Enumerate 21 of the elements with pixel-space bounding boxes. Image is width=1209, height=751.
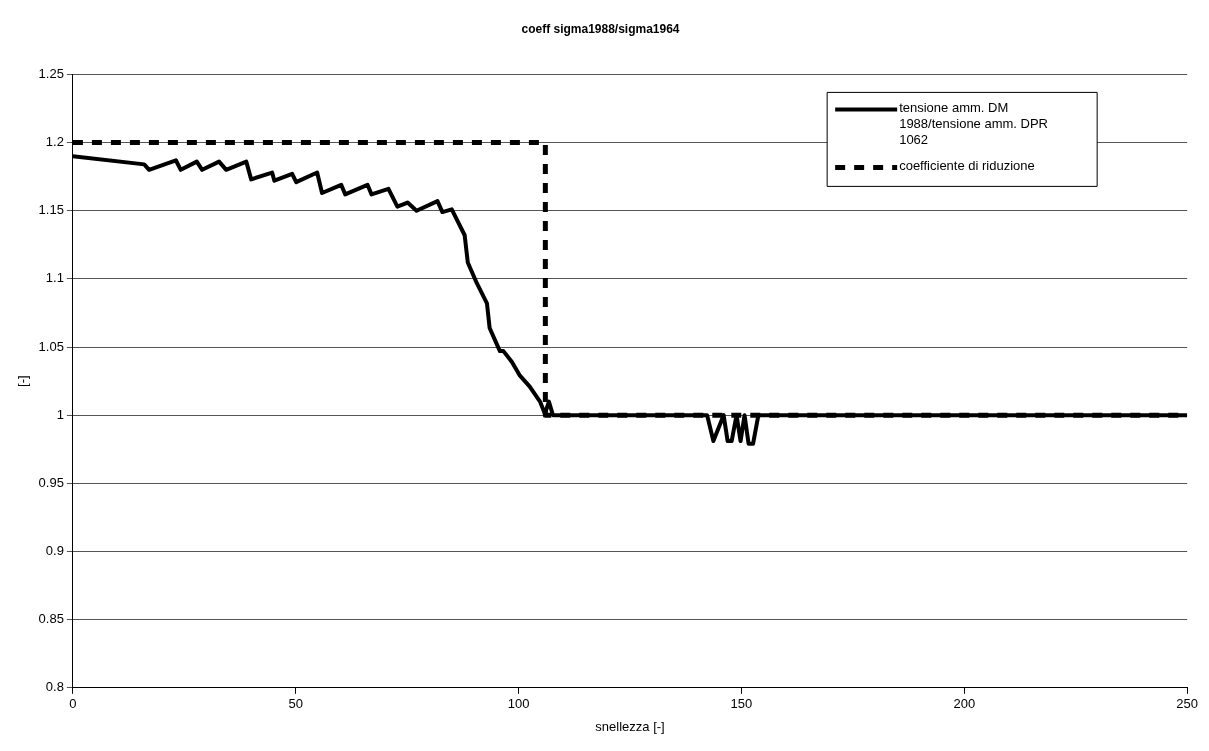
x-tick-label: 0	[69, 696, 77, 712]
y-axis-title: [-]	[15, 375, 31, 387]
y-tick-label: 0.95	[38, 474, 64, 490]
chart-title: coeff sigma1988/sigma1964	[521, 21, 680, 36]
legend-label: coefficiente di riduzione	[899, 158, 1035, 174]
y-tick-label: 1.25	[38, 65, 64, 81]
x-tick-label: 150	[730, 696, 753, 712]
y-tick-label: 1.15	[38, 202, 64, 218]
y-tick-label: 1.2	[45, 134, 64, 150]
y-tick-label: 1	[56, 406, 64, 422]
x-tick-label: 50	[288, 696, 303, 712]
y-tick-label: 1.05	[38, 338, 64, 354]
x-tick-label: 250	[1176, 696, 1199, 712]
x-tick-label: 200	[953, 696, 976, 712]
y-tick-label: 0.9	[45, 543, 64, 559]
y-tick-label: 0.85	[38, 611, 64, 627]
y-tick-label: 0.8	[45, 679, 64, 695]
y-tick-label: 1.1	[45, 270, 64, 286]
x-tick-label: 100	[507, 696, 530, 712]
legend-label: tensione amm. DM 1988/tensione amm. DPR 1062	[899, 100, 1049, 148]
x-axis-title: snellezza [-]	[595, 718, 665, 734]
